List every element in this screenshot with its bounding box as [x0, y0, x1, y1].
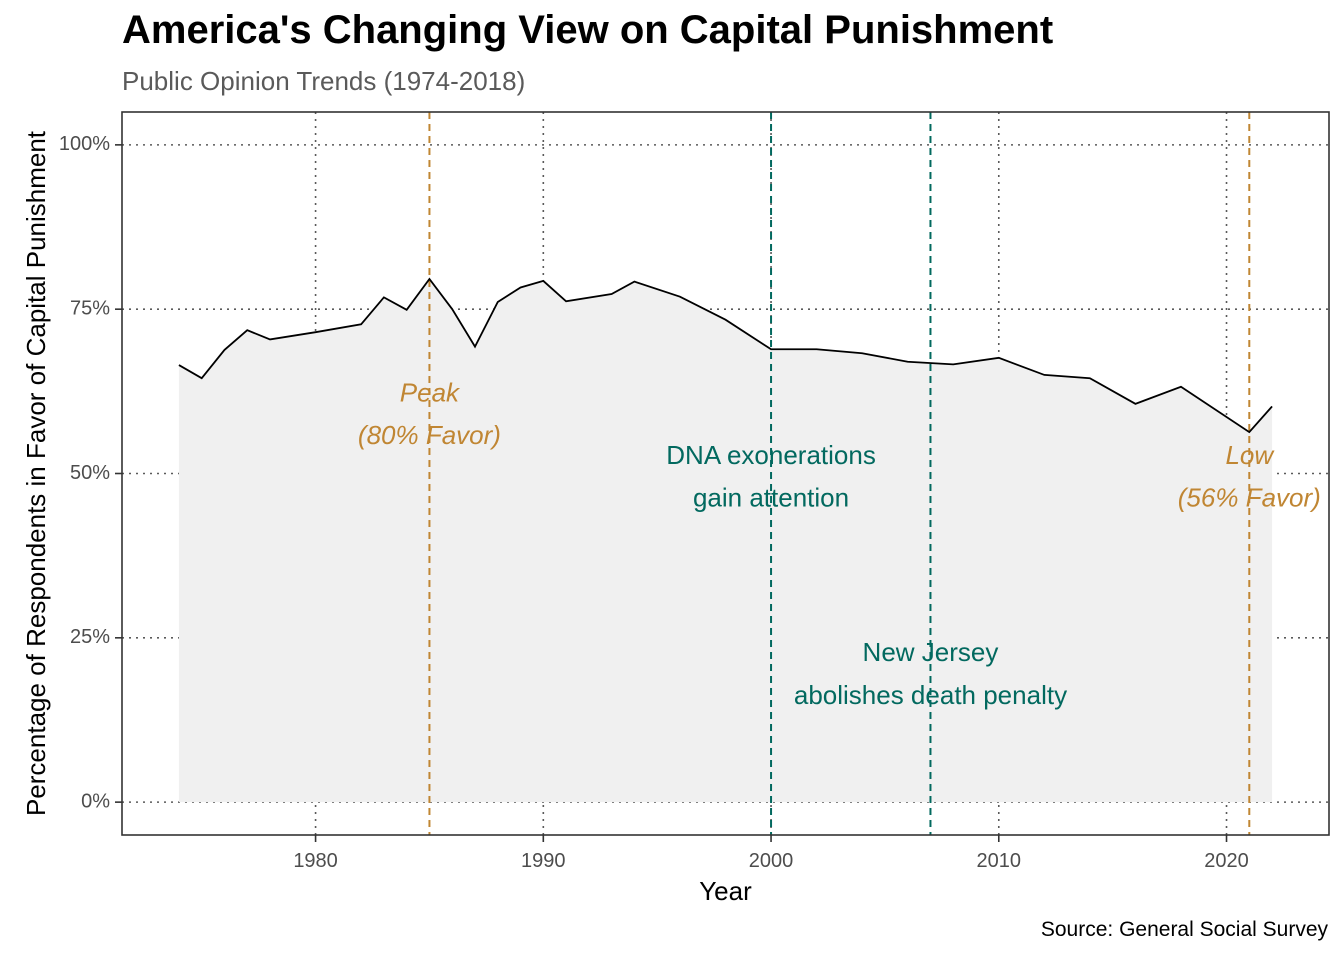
y-tick-label: 100%	[59, 133, 110, 155]
event-annotations: Peak (80% Favor) DNA exonerations gain atte…	[358, 378, 1321, 710]
axis-ticks: 1980 1990 2000 2010 2020 0% 25% 50% 75% 100%	[59, 133, 1249, 872]
y-tick-label: 0%	[81, 790, 110, 812]
y-tick-label: 75%	[70, 297, 110, 319]
favor-area	[178, 278, 1273, 803]
x-tick-label: 2010	[977, 850, 1022, 872]
y-tick-label: 50%	[70, 462, 110, 484]
annotation-label: gain attention	[693, 483, 849, 513]
y-tick-label: 25%	[70, 626, 110, 648]
annotation-label: (80% Favor)	[358, 420, 501, 450]
y-axis-title: Percentage of Respondents in Favor of Ca…	[21, 130, 51, 816]
chart-subtitle: Public Opinion Trends (1974-2018)	[122, 66, 526, 96]
source-caption: Source: General Social Survey	[1040, 918, 1328, 941]
x-tick-label: 1980	[293, 850, 338, 872]
annotation-label: (56% Favor)	[1178, 483, 1321, 513]
x-tick-label: 1990	[521, 850, 566, 872]
annotation-label: DNA exonerations	[666, 440, 876, 470]
x-tick-label: 2020	[1204, 850, 1249, 872]
annotation-label: Low	[1225, 440, 1275, 470]
x-tick-label: 2000	[749, 850, 794, 872]
favor-line	[178, 277, 1273, 434]
annotation-label: Peak	[400, 378, 461, 408]
x-axis-title: Year	[699, 876, 752, 906]
event-lines	[428, 112, 1251, 835]
annotation-label: abolishes death penalty	[794, 680, 1067, 710]
chart-title: America's Changing View on Capital Punis…	[122, 8, 1054, 52]
annotation-label: New Jersey	[863, 637, 999, 667]
